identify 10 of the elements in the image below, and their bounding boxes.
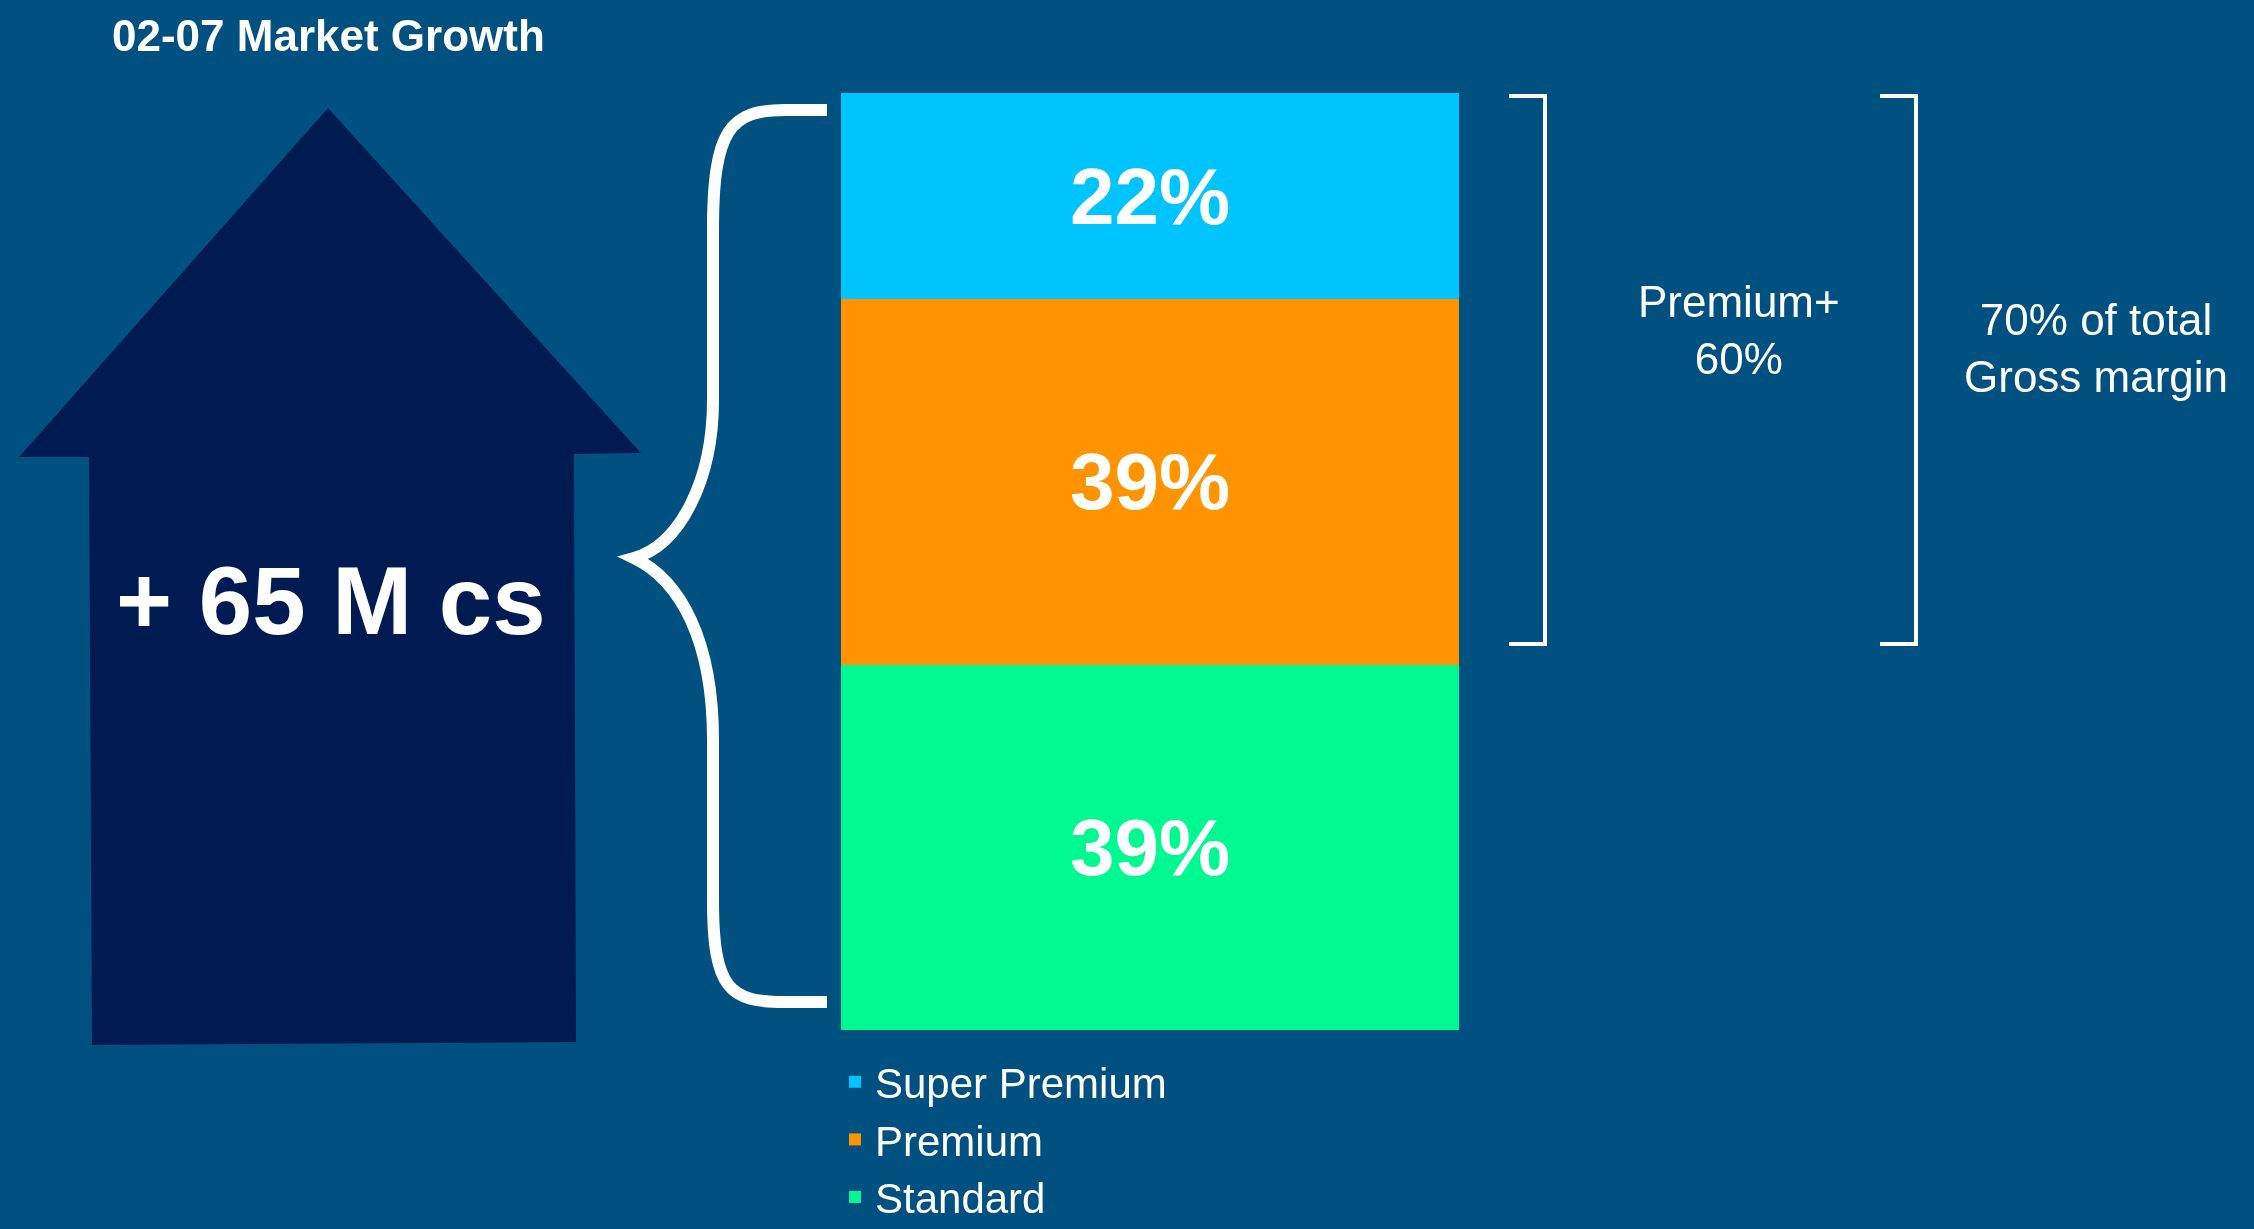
text: + 65 M cs [116, 547, 546, 654]
legend-label: Standard [875, 1175, 1046, 1223]
text: 02-07 Market Growth [112, 11, 545, 61]
legend-label: Super Premium [875, 1060, 1167, 1108]
data-label: 22% [1069, 151, 1231, 241]
data-label: 39% [1069, 802, 1231, 892]
data-label: 39% [1069, 437, 1231, 527]
text: 70% of total Gross margin [1964, 295, 2229, 402]
legend-label: Premium [875, 1117, 1044, 1165]
text: Premium+ 60% [1638, 277, 1840, 384]
